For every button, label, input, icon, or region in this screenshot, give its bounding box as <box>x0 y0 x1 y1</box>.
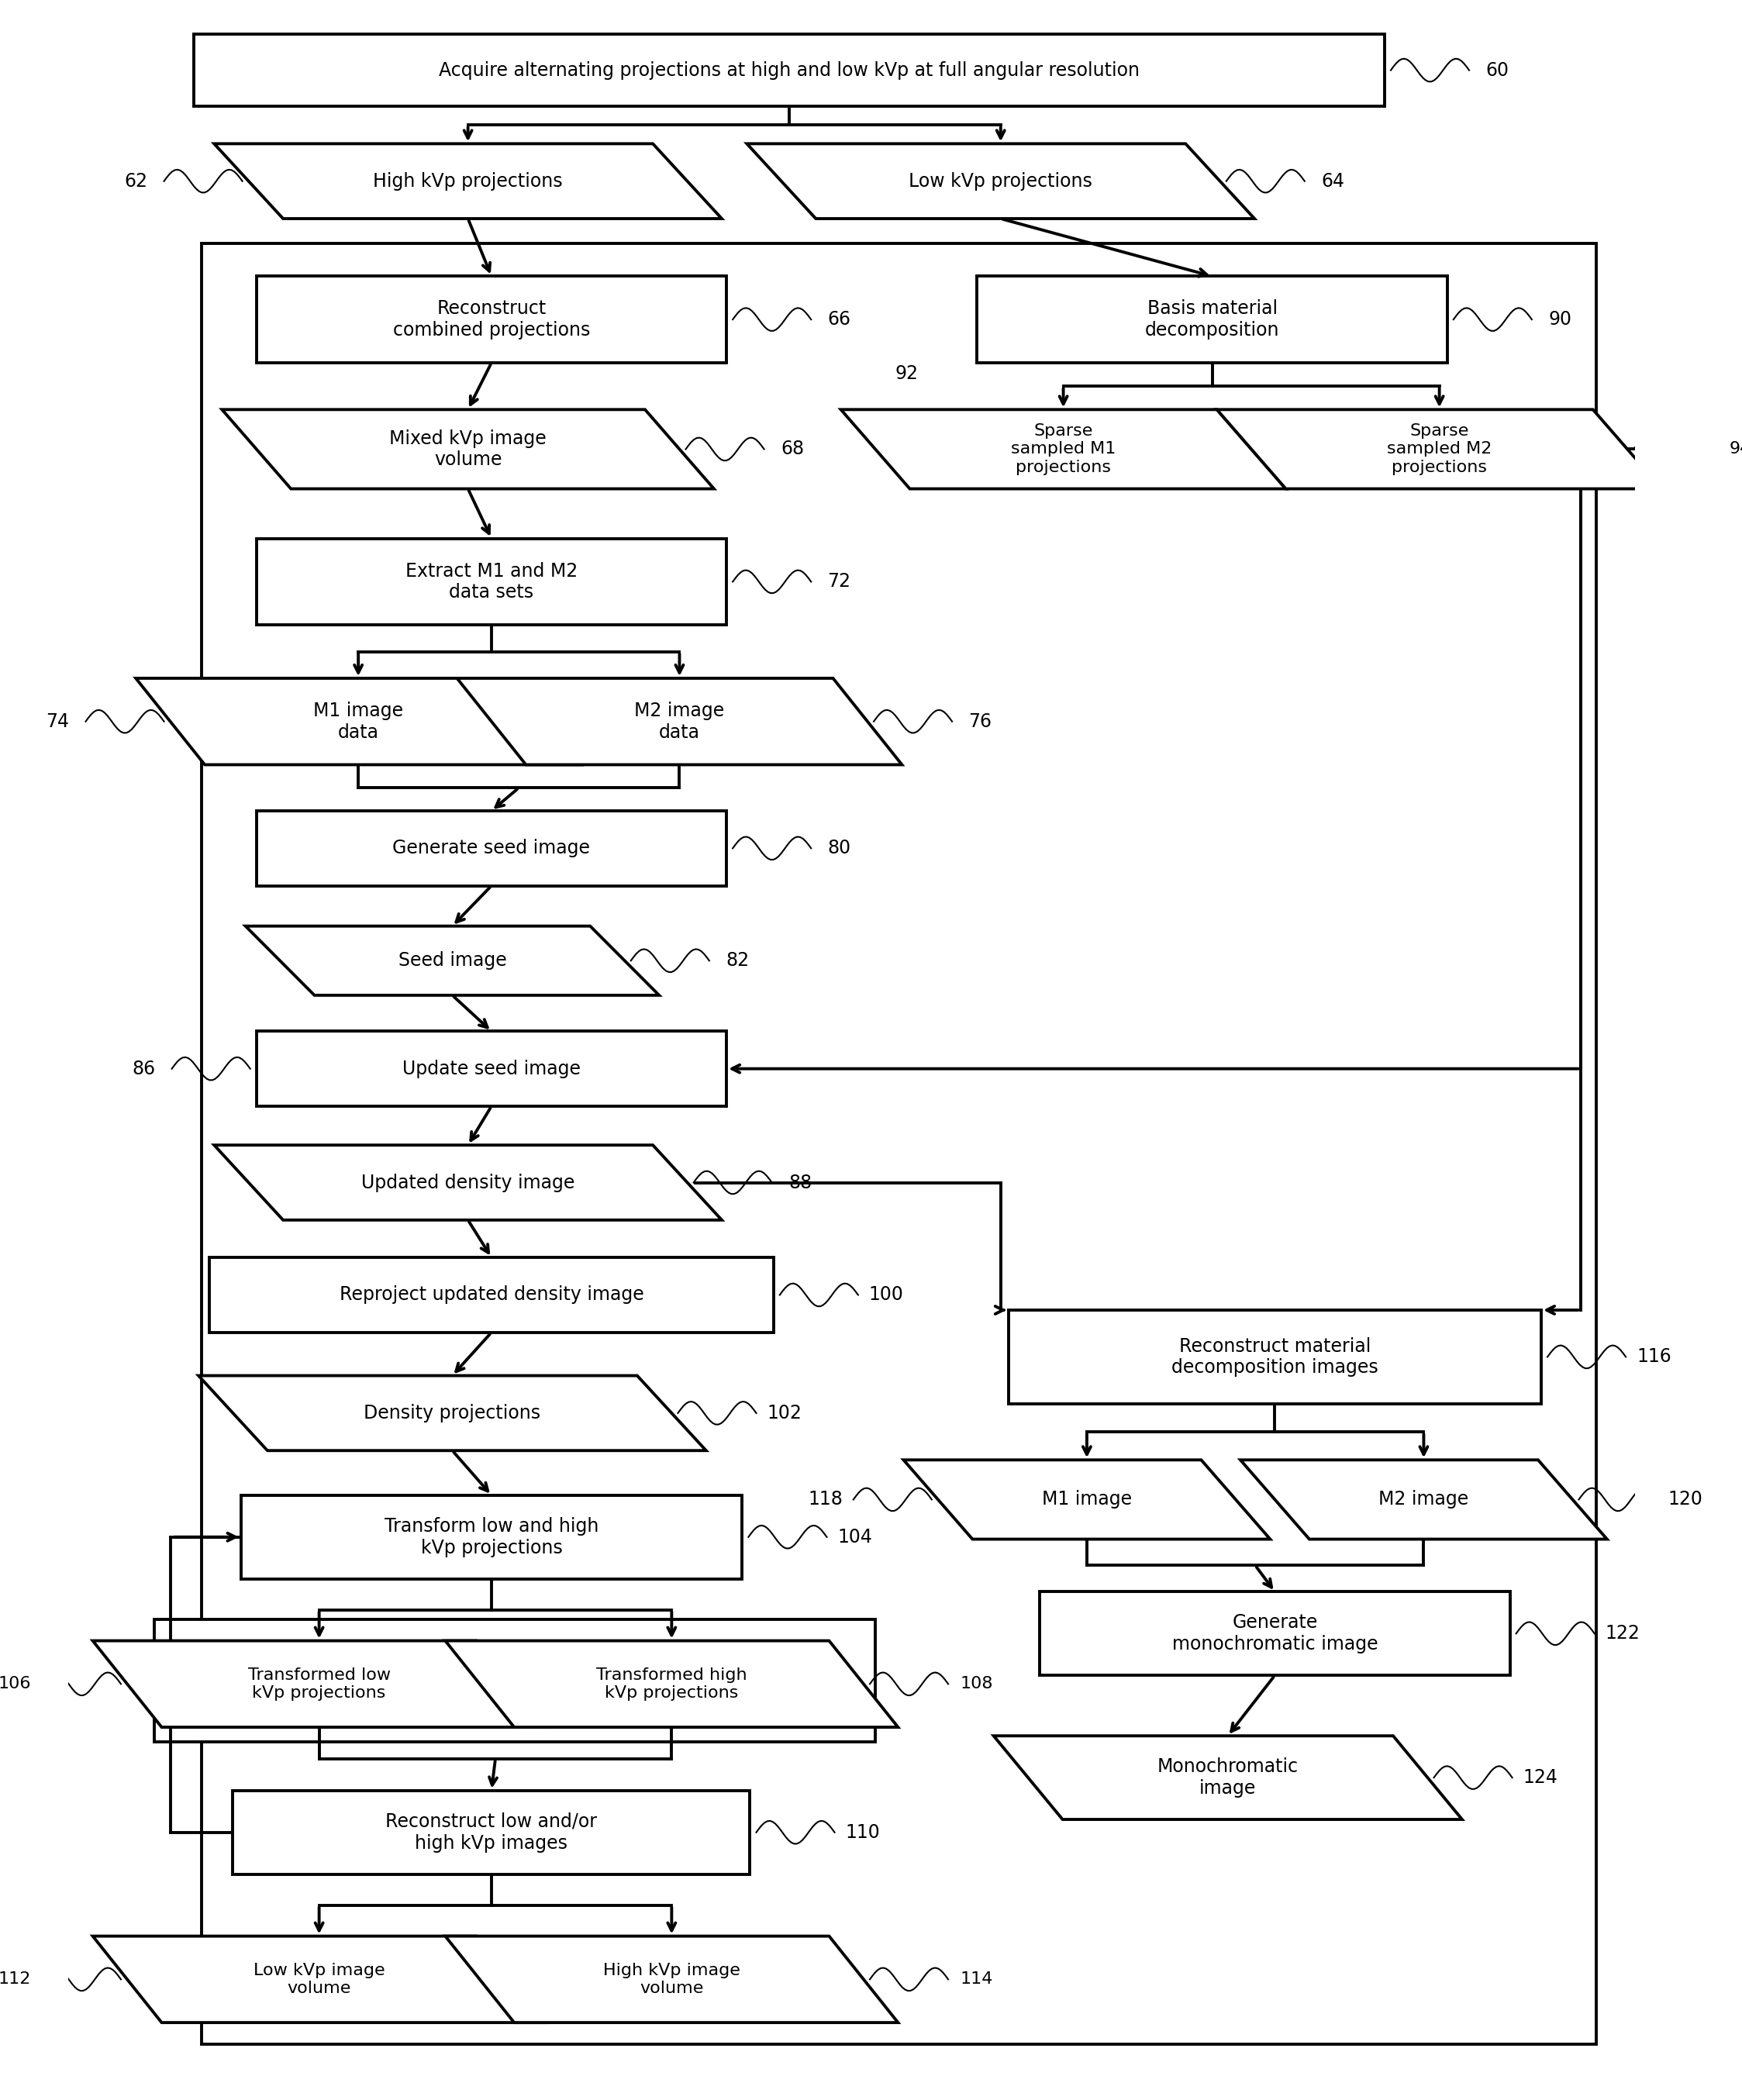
Text: 110: 110 <box>845 1823 880 1842</box>
Text: 122: 122 <box>1606 1623 1639 1642</box>
Text: 88: 88 <box>789 1174 812 1193</box>
Text: Reproject updated density image: Reproject updated density image <box>340 1285 645 1304</box>
Text: 74: 74 <box>45 712 70 731</box>
Text: 66: 66 <box>827 311 850 330</box>
Text: Sparse
sampled M2
projections: Sparse sampled M2 projections <box>1387 424 1491 475</box>
Polygon shape <box>1240 1460 1608 1539</box>
Polygon shape <box>1218 410 1662 489</box>
Polygon shape <box>841 410 1286 489</box>
Bar <box>256 277 726 363</box>
Text: Updated density image: Updated density image <box>361 1174 575 1193</box>
Polygon shape <box>214 143 721 218</box>
Bar <box>240 1495 742 1579</box>
Text: 62: 62 <box>124 172 148 191</box>
Text: 120: 120 <box>1667 1491 1702 1508</box>
Bar <box>1009 1310 1542 1403</box>
Text: M1 image: M1 image <box>1042 1491 1132 1508</box>
Text: Generate
monochromatic image: Generate monochromatic image <box>1172 1613 1378 1653</box>
Text: Mixed kVp image
volume: Mixed kVp image volume <box>390 428 547 468</box>
Text: 90: 90 <box>1549 311 1571 330</box>
Polygon shape <box>904 1460 1270 1539</box>
Text: 108: 108 <box>960 1676 993 1693</box>
Text: 64: 64 <box>1320 172 1345 191</box>
Bar <box>209 1258 773 1331</box>
Text: Reconstruct low and/or
high kVp images: Reconstruct low and/or high kVp images <box>385 1812 598 1852</box>
Text: 100: 100 <box>869 1285 904 1304</box>
Polygon shape <box>214 1145 721 1220</box>
Text: 80: 80 <box>827 840 850 857</box>
Polygon shape <box>199 1376 706 1451</box>
Text: Extract M1 and M2
data sets: Extract M1 and M2 data sets <box>406 561 578 603</box>
Text: 68: 68 <box>780 439 805 458</box>
Text: Density projections: Density projections <box>364 1403 540 1422</box>
Polygon shape <box>92 1936 545 2022</box>
Text: Seed image: Seed image <box>399 951 507 970</box>
Text: 124: 124 <box>1523 1768 1557 1787</box>
Text: Acquire alternating projections at high and low kVp at full angular resolution: Acquire alternating projections at high … <box>439 61 1139 80</box>
Text: 86: 86 <box>132 1058 155 1077</box>
Text: M2 image: M2 image <box>1378 1491 1469 1508</box>
Bar <box>155 1619 874 1741</box>
Polygon shape <box>993 1737 1462 1819</box>
Text: 72: 72 <box>827 573 850 590</box>
Text: 94: 94 <box>1730 441 1742 458</box>
Polygon shape <box>446 1936 899 2022</box>
Text: 104: 104 <box>838 1527 873 1546</box>
Bar <box>202 244 1596 2043</box>
Text: 116: 116 <box>1637 1348 1671 1367</box>
Bar <box>256 1031 726 1107</box>
Bar <box>193 34 1385 107</box>
Text: Reconstruct material
decomposition images: Reconstruct material decomposition image… <box>1171 1338 1378 1378</box>
Text: Transform low and high
kVp projections: Transform low and high kVp projections <box>385 1516 599 1556</box>
Text: Generate seed image: Generate seed image <box>392 840 591 857</box>
Polygon shape <box>246 926 658 995</box>
Bar <box>256 811 726 886</box>
Text: High kVp image
volume: High kVp image volume <box>603 1964 740 1997</box>
Polygon shape <box>136 678 580 764</box>
Bar <box>256 538 726 626</box>
Text: M1 image
data: M1 image data <box>314 701 404 741</box>
Text: Monochromatic
image: Monochromatic image <box>1157 1758 1298 1798</box>
Text: Low kVp projections: Low kVp projections <box>909 172 1092 191</box>
Text: 118: 118 <box>808 1491 843 1508</box>
Text: 76: 76 <box>969 712 991 731</box>
Text: Update seed image: Update seed image <box>402 1058 580 1077</box>
Bar <box>233 1791 751 1873</box>
Text: 102: 102 <box>766 1403 801 1422</box>
Text: High kVp projections: High kVp projections <box>373 172 563 191</box>
Bar <box>1040 1592 1510 1676</box>
Text: Reconstruct
combined projections: Reconstruct combined projections <box>394 300 591 340</box>
Text: Sparse
sampled M1
projections: Sparse sampled M1 projections <box>1010 424 1117 475</box>
Text: M2 image
data: M2 image data <box>634 701 725 741</box>
Text: 82: 82 <box>726 951 749 970</box>
Text: 112: 112 <box>0 1972 31 1987</box>
Polygon shape <box>747 143 1254 218</box>
Text: 92: 92 <box>895 363 918 382</box>
Bar <box>977 277 1448 363</box>
Text: Basis material
decomposition: Basis material decomposition <box>1144 300 1279 340</box>
Polygon shape <box>92 1640 545 1726</box>
Text: Transformed low
kVp projections: Transformed low kVp projections <box>247 1667 390 1701</box>
Text: 106: 106 <box>0 1676 31 1693</box>
Polygon shape <box>446 1640 899 1726</box>
Text: Transformed high
kVp projections: Transformed high kVp projections <box>596 1667 747 1701</box>
Text: Low kVp image
volume: Low kVp image volume <box>253 1964 385 1997</box>
Polygon shape <box>221 410 714 489</box>
Text: 60: 60 <box>1486 61 1509 80</box>
Text: 114: 114 <box>960 1972 993 1987</box>
Polygon shape <box>456 678 902 764</box>
